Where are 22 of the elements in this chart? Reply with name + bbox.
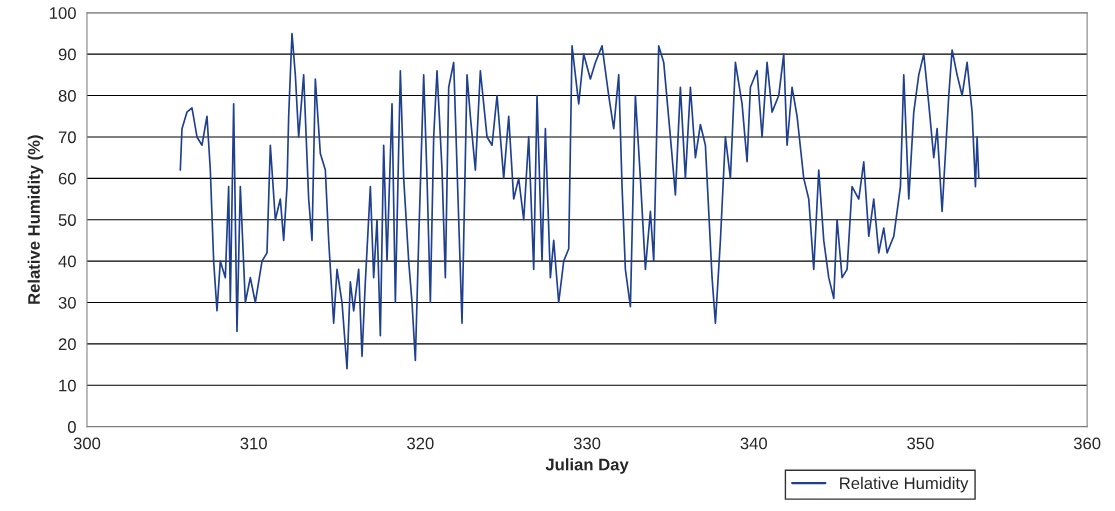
y-tick-label: 30 bbox=[58, 296, 76, 309]
y-axis-title: Relative Humidity (%) bbox=[27, 135, 44, 304]
y-tick-label: 60 bbox=[58, 172, 76, 185]
x-tick-label: 320 bbox=[407, 437, 434, 450]
y-tick-label: 10 bbox=[59, 379, 76, 392]
x-tick-label: 300 bbox=[73, 437, 101, 450]
y-tick-label: 70 bbox=[58, 131, 76, 144]
x-tick-label: 310 bbox=[240, 437, 267, 450]
y-tick-label: 80 bbox=[58, 89, 76, 102]
y-tick-label: 90 bbox=[58, 48, 76, 61]
x-axis-title: Julian Day bbox=[545, 458, 629, 474]
y-tick-label: 0 bbox=[67, 421, 76, 433]
y-tick-label: 40 bbox=[58, 255, 76, 268]
x-tick-label: 330 bbox=[573, 437, 601, 450]
y-tick-label: 50 bbox=[58, 214, 76, 226]
x-tick-label: 350 bbox=[907, 437, 934, 450]
line-series bbox=[179, 32, 980, 370]
y-tick-label: 20 bbox=[58, 338, 76, 351]
x-tick-label: 360 bbox=[1073, 437, 1101, 450]
legend-label: Relative Humidity bbox=[840, 476, 969, 493]
x-tick-label: 340 bbox=[740, 437, 767, 450]
y-tick-label: 100 bbox=[50, 7, 76, 19]
